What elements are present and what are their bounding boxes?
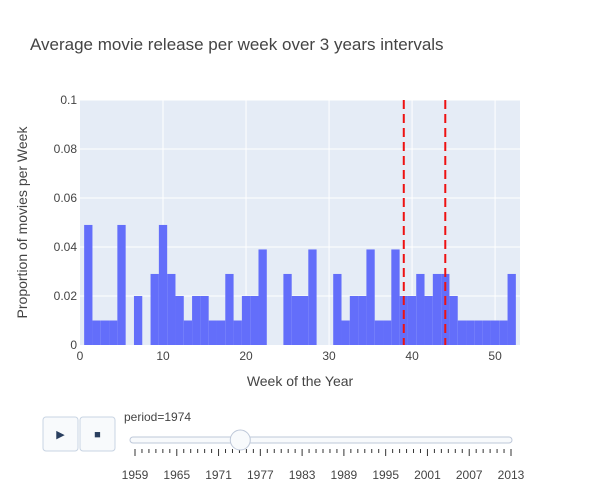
slider-tick-label: 1977: [247, 468, 274, 482]
bar: [283, 273, 292, 345]
bar: [117, 224, 126, 345]
bar: [407, 296, 417, 345]
bar: [374, 320, 384, 345]
bar: [466, 320, 475, 345]
reference-lines: [402, 100, 447, 345]
x-tick-label: 40: [405, 349, 419, 363]
bar: [341, 320, 350, 345]
y-tick-label: 0.02: [54, 289, 78, 303]
bar: [183, 320, 193, 345]
stop-button[interactable]: ■: [79, 416, 116, 452]
bar: [349, 296, 359, 345]
bar: [416, 273, 425, 345]
bar: [308, 249, 317, 345]
bar: [84, 224, 93, 345]
bar: [300, 296, 309, 345]
slider-tick-label: 1995: [372, 468, 399, 482]
bar: [391, 249, 400, 345]
bar: [150, 273, 159, 345]
y-tick-label: 0.06: [54, 191, 78, 205]
x-tick-label: 10: [156, 349, 170, 363]
bar: [175, 296, 184, 345]
period-slider[interactable]: 1959 1965 1971 1977 1983 1989 1995 2001 2007 2013: [122, 429, 525, 482]
x-tick-label: 20: [239, 349, 253, 363]
y-tick-label: 0: [70, 338, 77, 352]
slider-tick-label: 2001: [414, 468, 441, 482]
bar: [216, 320, 226, 345]
bar: [192, 296, 201, 345]
slider-tick-label: 1989: [331, 468, 358, 482]
bars: [84, 224, 516, 345]
bar: [100, 320, 110, 345]
slider-handle[interactable]: [229, 429, 251, 451]
play-icon: ▶: [56, 429, 65, 441]
plot-area: 0 0.02 0.04 0.06 0.08 0.1 0 10 20 30 40 50: [54, 93, 520, 363]
bar: [133, 296, 143, 345]
slider-tick-label: 1971: [205, 468, 232, 482]
bar: [441, 273, 450, 345]
bar: [474, 320, 483, 345]
bar: [333, 273, 342, 345]
slider-tick-label: 2013: [498, 468, 525, 482]
slider-tick-label: 2007: [456, 468, 483, 482]
y-axis-title: Proportion of movies per Week: [14, 126, 30, 319]
bar: [424, 296, 433, 345]
bar: [208, 320, 217, 345]
bar: [250, 296, 259, 345]
slider-tick-label: 1983: [289, 468, 316, 482]
bar: [241, 296, 251, 345]
slider-tick-label: 1965: [163, 468, 190, 482]
bar: [258, 249, 267, 345]
bar: [167, 273, 176, 345]
y-tick-label: 0.04: [54, 240, 78, 254]
x-tick-label: 0: [77, 349, 84, 363]
bar: [457, 320, 467, 345]
bar: [399, 296, 408, 345]
bar: [432, 273, 442, 345]
bar: [358, 296, 367, 345]
slider-current-value: period=1974: [124, 410, 191, 424]
chart-title: Average movie release per week over 3 ye…: [30, 35, 444, 54]
y-axis-ticks: 0 0.02 0.04 0.06 0.08 0.1: [54, 93, 78, 352]
bar: [383, 320, 392, 345]
bar: [92, 320, 101, 345]
x-axis-title: Week of the Year: [247, 373, 354, 389]
bar: [225, 273, 234, 345]
slider-tick-label: 1959: [122, 468, 149, 482]
bar: [158, 224, 168, 345]
bar: [366, 249, 375, 345]
bar: [109, 320, 118, 345]
bar: [507, 273, 516, 345]
play-button[interactable]: ▶: [42, 416, 79, 452]
x-axis-ticks: 0 10 20 30 40 50: [77, 349, 502, 363]
slider-ticks: 1959 1965 1971 1977 1983 1989 1995 2001 2007 2013: [122, 449, 525, 482]
x-tick-label: 30: [322, 349, 336, 363]
bar: [490, 320, 500, 345]
y-tick-label: 0.1: [60, 93, 77, 107]
bar: [499, 320, 508, 345]
x-tick-label: 50: [488, 349, 502, 363]
bar: [233, 320, 242, 345]
y-tick-label: 0.08: [54, 142, 78, 156]
stop-icon: ■: [94, 429, 101, 441]
bar: [200, 296, 209, 345]
bar: [291, 296, 300, 345]
bar: [482, 320, 491, 345]
bar: [449, 296, 458, 345]
slider-rail[interactable]: [129, 436, 513, 444]
